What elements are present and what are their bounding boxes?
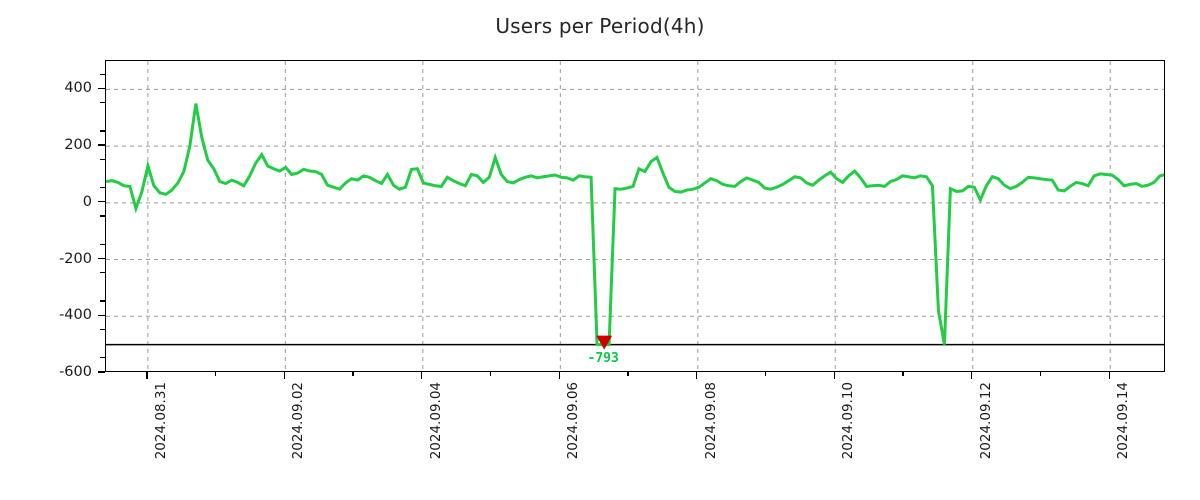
- x-axis-tick-label: 2024.09.08: [702, 382, 719, 460]
- y-axis-tick-label: -200: [59, 250, 92, 267]
- y-axis-minor-tick-mark: [100, 328, 105, 331]
- y-axis-tick-mark: [98, 144, 105, 146]
- annotation-value-label: -793: [587, 350, 619, 366]
- y-axis-tick-mark: [98, 201, 105, 203]
- y-axis-minor-tick-mark: [100, 243, 105, 245]
- x-axis-tick-label: 2024.08.31: [152, 382, 169, 460]
- x-axis-tick-label: 2024.09.04: [427, 382, 444, 460]
- triangle-down-icon: [596, 335, 613, 350]
- x-axis-tick-mark: [421, 372, 423, 379]
- y-axis-tick-label: 400: [64, 80, 92, 97]
- x-axis-tick-label: 2024.09.06: [565, 382, 582, 460]
- y-axis-minor-tick-mark: [100, 73, 105, 75]
- plot-area: [105, 60, 1165, 372]
- horizontal-gridlines: [106, 88, 1164, 317]
- x-axis-minor-tick-mark: [764, 372, 767, 376]
- y-axis-tick-label: 0: [82, 193, 92, 210]
- x-axis-minor-tick-mark: [489, 372, 492, 376]
- x-axis-tick-label: 2024.09.14: [1115, 382, 1132, 460]
- y-axis-minor-tick-mark: [100, 300, 105, 302]
- series-line: [106, 103, 1164, 347]
- x-axis-tick-mark: [283, 372, 285, 379]
- annotation-marker: [596, 335, 613, 350]
- x-axis-tick-label: 2024.09.12: [977, 382, 994, 460]
- x-axis-minor-tick-mark: [352, 372, 354, 376]
- vertical-gridlines: [147, 61, 1111, 371]
- x-axis-tick-mark: [558, 372, 560, 379]
- x-axis-tick-mark: [833, 372, 835, 379]
- x-axis-minor-tick-mark: [1039, 372, 1042, 376]
- x-axis-tick-mark: [1108, 372, 1110, 379]
- chart-canvas: [106, 61, 1164, 371]
- y-axis-tick-label: -600: [59, 364, 92, 380]
- y-axis-minor-tick-mark: [100, 186, 105, 189]
- data-series-line: [106, 103, 1164, 347]
- x-axis-minor-tick-mark: [902, 372, 904, 376]
- y-axis-tick-mark: [98, 257, 105, 260]
- chart-title: Users per Period(4h): [495, 14, 705, 38]
- y-axis-tick-mark: [98, 371, 105, 373]
- x-axis-tick-mark: [696, 372, 698, 379]
- y-axis-tick-label: -400: [59, 307, 92, 324]
- y-axis-minor-tick-mark: [100, 272, 105, 274]
- y-axis-minor-tick-mark: [100, 158, 105, 160]
- y-axis-minor-tick-mark: [100, 215, 105, 217]
- y-axis-minor-tick-mark: [100, 130, 105, 132]
- x-axis-tick-label: 2024.09.10: [840, 382, 857, 460]
- x-axis-tick-mark: [971, 372, 973, 379]
- y-axis-tick-mark: [98, 87, 105, 89]
- y-axis-tick-label: 200: [64, 137, 92, 154]
- x-axis-tick-mark: [146, 372, 148, 379]
- y-axis-minor-tick-mark: [100, 101, 105, 104]
- x-axis-minor-tick-mark: [627, 372, 629, 376]
- y-axis-tick-mark: [98, 314, 105, 316]
- x-axis-minor-tick-mark: [214, 372, 217, 376]
- y-axis-minor-tick-mark: [100, 357, 105, 359]
- x-axis-tick-label: 2024.09.02: [290, 382, 307, 460]
